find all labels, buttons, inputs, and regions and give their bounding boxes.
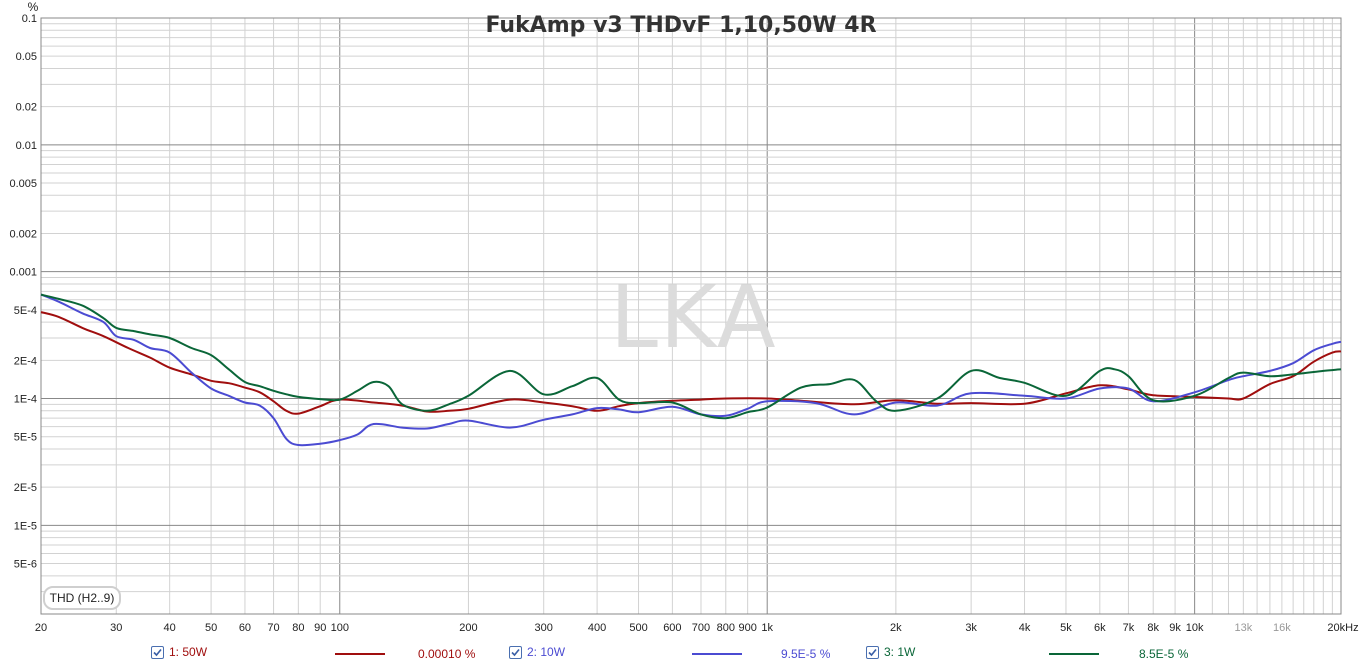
x-tick-label: 20kHz bbox=[1327, 622, 1358, 634]
series-line-3 bbox=[40, 293, 1342, 420]
chart-title: FukAmp v3 THDvF 1,10,50W 4R bbox=[485, 13, 877, 38]
grid bbox=[40, 17, 1342, 615]
watermark: LKA bbox=[610, 268, 778, 368]
x-tick-label: 1k bbox=[761, 622, 773, 634]
x-tick-label: 16k bbox=[1273, 622, 1291, 634]
legend-swatch bbox=[1049, 653, 1099, 655]
x-tick-label: 90 bbox=[314, 622, 326, 634]
series-line-1 bbox=[40, 311, 1342, 415]
checkbox-checked-icon[interactable] bbox=[151, 645, 164, 659]
x-tick-label: 8k bbox=[1147, 622, 1159, 634]
x-tick-label: 50 bbox=[205, 622, 217, 634]
series-lines bbox=[40, 293, 1342, 447]
y-tick-label: 0.01 bbox=[16, 140, 37, 152]
x-tick-label: 100 bbox=[331, 622, 349, 634]
checkbox-checked-icon[interactable] bbox=[866, 645, 879, 659]
x-tick-label: 400 bbox=[588, 622, 606, 634]
x-tick-label: 2k bbox=[890, 622, 902, 634]
x-tick-label: 13k bbox=[1234, 622, 1252, 634]
plot-frame bbox=[40, 17, 1342, 615]
y-axis-unit: % bbox=[28, 0, 39, 14]
x-tick-label: 20 bbox=[35, 622, 47, 634]
x-tick-label: 10k bbox=[1186, 622, 1204, 634]
x-tick-label: 9k bbox=[1169, 622, 1181, 634]
y-tick-label: 2E-4 bbox=[14, 355, 37, 367]
y-tick-label: 0.002 bbox=[9, 228, 37, 240]
y-tick-label: 5E-5 bbox=[14, 432, 37, 444]
x-tick-label: 500 bbox=[629, 622, 647, 634]
x-tick-label: 30 bbox=[110, 622, 122, 634]
x-tick-label: 80 bbox=[292, 622, 304, 634]
x-tick-labels: 20 30 40 50 60 70 80 90 100 200 300 400 500 600 700 800… bbox=[35, 622, 1359, 634]
y-tick-label: 0.02 bbox=[16, 102, 37, 114]
y-tick-label: 1E-4 bbox=[14, 394, 37, 406]
x-tick-label: 40 bbox=[164, 622, 176, 634]
legend-value: 8.5E-5 % bbox=[1139, 647, 1189, 661]
y-tick-labels: 0.1 0.05 0.02 0.01 0.005 0.002 0.001 5E-4 2E-4 1E… bbox=[9, 13, 37, 571]
legend-label: 2: 10W bbox=[527, 645, 566, 659]
x-tick-label: 600 bbox=[663, 622, 681, 634]
legend-swatch bbox=[335, 653, 385, 655]
legend-swatch bbox=[692, 653, 742, 655]
plot-area bbox=[41, 18, 1341, 614]
x-tick-label: 60 bbox=[239, 622, 251, 634]
x-tick-label: 4k bbox=[1019, 622, 1031, 634]
x-tick-label: 800 bbox=[717, 622, 735, 634]
x-tick-label: 6k bbox=[1094, 622, 1106, 634]
x-tick-label: 900 bbox=[738, 622, 756, 634]
y-tick-label: 5E-4 bbox=[14, 305, 37, 317]
x-tick-label: 70 bbox=[267, 622, 279, 634]
series-line-2 bbox=[40, 293, 1342, 447]
legend-item-10w[interactable]: 2: 10W bbox=[509, 645, 565, 659]
y-tick-label: 0.1 bbox=[22, 13, 37, 25]
measurement-selector[interactable]: THD (H2..9) bbox=[43, 586, 121, 610]
y-tick-label: 0.001 bbox=[9, 267, 37, 279]
legend-item-50w[interactable]: 1: 50W bbox=[151, 645, 207, 659]
x-tick-label: 7k bbox=[1123, 622, 1135, 634]
y-tick-label: 0.05 bbox=[16, 51, 37, 63]
checkbox-checked-icon[interactable] bbox=[509, 645, 522, 659]
y-tick-label: 0.005 bbox=[9, 178, 37, 190]
x-tick-label: 200 bbox=[459, 622, 477, 634]
legend-value: 9.5E-5 % bbox=[781, 647, 831, 661]
y-tick-label: 2E-5 bbox=[14, 482, 37, 494]
y-tick-label: 5E-6 bbox=[14, 559, 37, 571]
x-tick-label: 3k bbox=[965, 622, 977, 634]
legend-value: 0.00010 % bbox=[418, 647, 476, 661]
x-tick-label: 300 bbox=[535, 622, 553, 634]
legend: 1: 50W 0.00010 % 2: 10W 9.5E-5 % 3: 1W 8… bbox=[0, 645, 1362, 665]
x-tick-label: 700 bbox=[692, 622, 710, 634]
y-tick-label: 1E-5 bbox=[14, 520, 37, 532]
legend-label: 1: 50W bbox=[169, 645, 208, 659]
legend-item-1w[interactable]: 3: 1W bbox=[866, 645, 915, 659]
legend-label: 3: 1W bbox=[884, 645, 916, 659]
x-tick-label: 5k bbox=[1060, 622, 1072, 634]
